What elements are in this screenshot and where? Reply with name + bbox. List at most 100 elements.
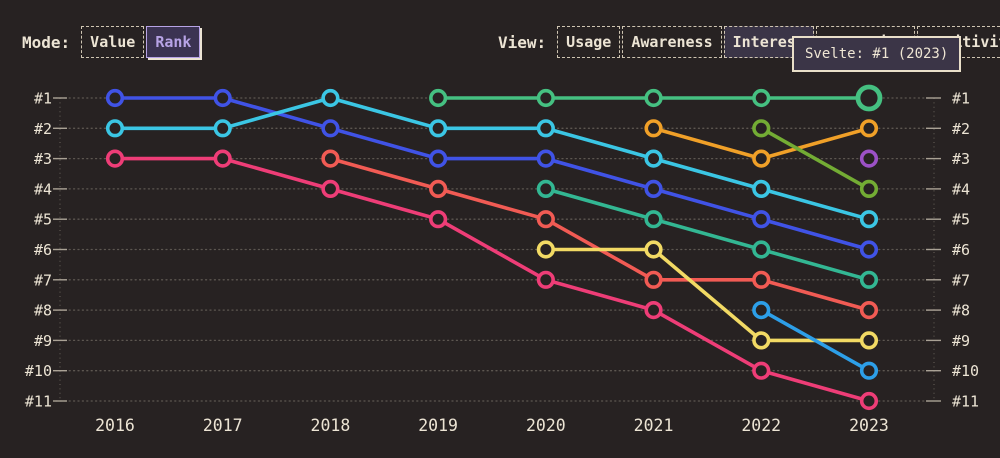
rank-labels-right: #1 #2 #3 #4 #5 #6 #7 #8 #9 #10 #11 <box>952 90 979 411</box>
year-label: 2016 <box>95 416 135 435</box>
marker-orange-2021[interactable] <box>644 119 663 138</box>
marker-salmon-2019[interactable] <box>429 179 448 198</box>
line-azure <box>759 308 871 373</box>
marker-pink-2016[interactable] <box>105 149 125 168</box>
rank-label-left: #11 <box>25 393 52 411</box>
marker-orange-2022[interactable] <box>752 149 771 168</box>
marker-cyan-2016[interactable] <box>105 119 125 138</box>
marker-pink-2017[interactable] <box>213 149 232 168</box>
year-label: 2017 <box>203 416 243 435</box>
marker-blue-2023[interactable] <box>859 240 879 259</box>
view-option-usage[interactable]: Usage <box>557 26 621 58</box>
year-label: 2020 <box>526 416 566 435</box>
mode-option-rank[interactable]: Rank <box>146 26 201 58</box>
marker-olive-2023[interactable] <box>859 179 879 198</box>
mode-group-label: Mode: <box>22 32 71 52</box>
marker-purple-2023[interactable] <box>859 149 879 168</box>
chart-tooltip: Svelte: #1 (2023) <box>792 36 962 72</box>
marker-cyan-2020[interactable] <box>536 119 555 138</box>
rank-label-right: #1 <box>952 90 970 108</box>
line-teal <box>544 187 871 282</box>
view-toggle-group: View: UsageAwarenessInterestRetentionPos… <box>498 26 1000 58</box>
line-salmon <box>328 156 871 312</box>
mode-option-value[interactable]: Value <box>81 26 145 58</box>
rank-label-right: #10 <box>952 362 979 380</box>
rank-labels-left: #1 #2 #3 #4 #5 #6 #7 #8 #9 #10 #11 <box>25 90 52 411</box>
rank-label-left: #10 <box>25 362 52 380</box>
marker-blue-2022[interactable] <box>752 210 771 229</box>
rank-label-right: #11 <box>952 393 979 411</box>
marker-blue-2020[interactable] <box>536 149 555 168</box>
marker-blue-2017[interactable] <box>213 88 232 108</box>
rank-label-right: #6 <box>952 241 970 259</box>
marker-teal-2021[interactable] <box>644 210 663 229</box>
year-label: 2021 <box>634 416 674 435</box>
marker-svelte-2023[interactable] <box>855 84 883 112</box>
marker-pink-2019[interactable] <box>429 210 448 229</box>
view-pills: UsageAwarenessInterestRetentionPositivit… <box>557 26 1000 58</box>
marker-teal-2023[interactable] <box>859 270 879 289</box>
view-option-awareness[interactable]: Awareness <box>622 26 722 58</box>
marker-cyan-2023[interactable] <box>859 210 879 229</box>
marker-yellow-2023[interactable] <box>859 331 879 350</box>
year-label: 2023 <box>849 416 889 435</box>
marker-azure-2022[interactable] <box>752 301 771 320</box>
marker-cyan-2022[interactable] <box>752 179 771 198</box>
marker-salmon-2020[interactable] <box>536 210 555 229</box>
rank-label-right: #8 <box>952 302 970 320</box>
marker-pink-2022[interactable] <box>752 361 771 380</box>
line-cyan <box>113 96 871 221</box>
marker-pink-2020[interactable] <box>536 270 555 289</box>
marker-blue-2018[interactable] <box>321 119 340 138</box>
rank-label-left: #9 <box>34 332 52 350</box>
rank-label-left: #4 <box>34 180 52 198</box>
marker-azure-2023[interactable] <box>859 361 879 380</box>
marker-blue-2016[interactable] <box>105 88 125 108</box>
marker-pink-2023[interactable] <box>859 391 879 411</box>
line-blue <box>113 96 871 252</box>
rank-label-left: #6 <box>34 241 52 259</box>
marker-teal-2020[interactable] <box>536 179 555 198</box>
rank-label-right: #5 <box>952 211 970 229</box>
rank-label-left: #1 <box>34 90 52 108</box>
marker-yellow-2020[interactable] <box>536 240 555 259</box>
marker-cyan-2019[interactable] <box>429 119 448 138</box>
marker-pink-2018[interactable] <box>321 179 340 198</box>
marker-yellow-2022[interactable] <box>752 331 771 350</box>
marker-salmon-2021[interactable] <box>644 270 663 289</box>
rank-label-right: #7 <box>952 271 970 289</box>
marker-svelte-2019[interactable] <box>429 88 448 108</box>
line-olive <box>759 126 871 191</box>
line-pink <box>113 156 871 403</box>
rank-label-left: #8 <box>34 302 52 320</box>
rank-label-left: #2 <box>34 120 52 138</box>
marker-yellow-2021[interactable] <box>644 240 663 259</box>
marker-svelte-2022[interactable] <box>752 88 771 108</box>
marker-cyan-2017[interactable] <box>213 119 232 138</box>
marker-salmon-2022[interactable] <box>752 270 771 289</box>
mode-toggle-group: Mode: Value Rank <box>22 26 201 58</box>
year-labels: 2016 2017 2018 2019 2020 2021 2022 2023 <box>95 416 889 435</box>
marker-cyan-2018[interactable] <box>321 88 340 108</box>
marker-svelte-2020[interactable] <box>536 88 555 108</box>
marker-orange-2023[interactable] <box>859 119 879 138</box>
series-markers <box>105 84 883 411</box>
marker-teal-2022[interactable] <box>752 240 771 259</box>
mode-pills: Value Rank <box>81 26 201 58</box>
year-label: 2018 <box>311 416 351 435</box>
marker-salmon-2023[interactable] <box>859 301 879 320</box>
rank-label-right: #4 <box>952 180 970 198</box>
marker-pink-2021[interactable] <box>644 301 663 320</box>
marker-blue-2021[interactable] <box>644 179 663 198</box>
marker-blue-2019[interactable] <box>429 149 448 168</box>
marker-cyan-2021[interactable] <box>644 149 663 168</box>
marker-olive-2022[interactable] <box>752 119 771 138</box>
marker-salmon-2018[interactable] <box>321 149 340 168</box>
rank-label-left: #3 <box>34 150 52 168</box>
marker-svelte-2021[interactable] <box>644 88 663 108</box>
rank-label-right: #2 <box>952 120 970 138</box>
rank-label-right: #3 <box>952 150 970 168</box>
rank-label-left: #5 <box>34 211 52 229</box>
